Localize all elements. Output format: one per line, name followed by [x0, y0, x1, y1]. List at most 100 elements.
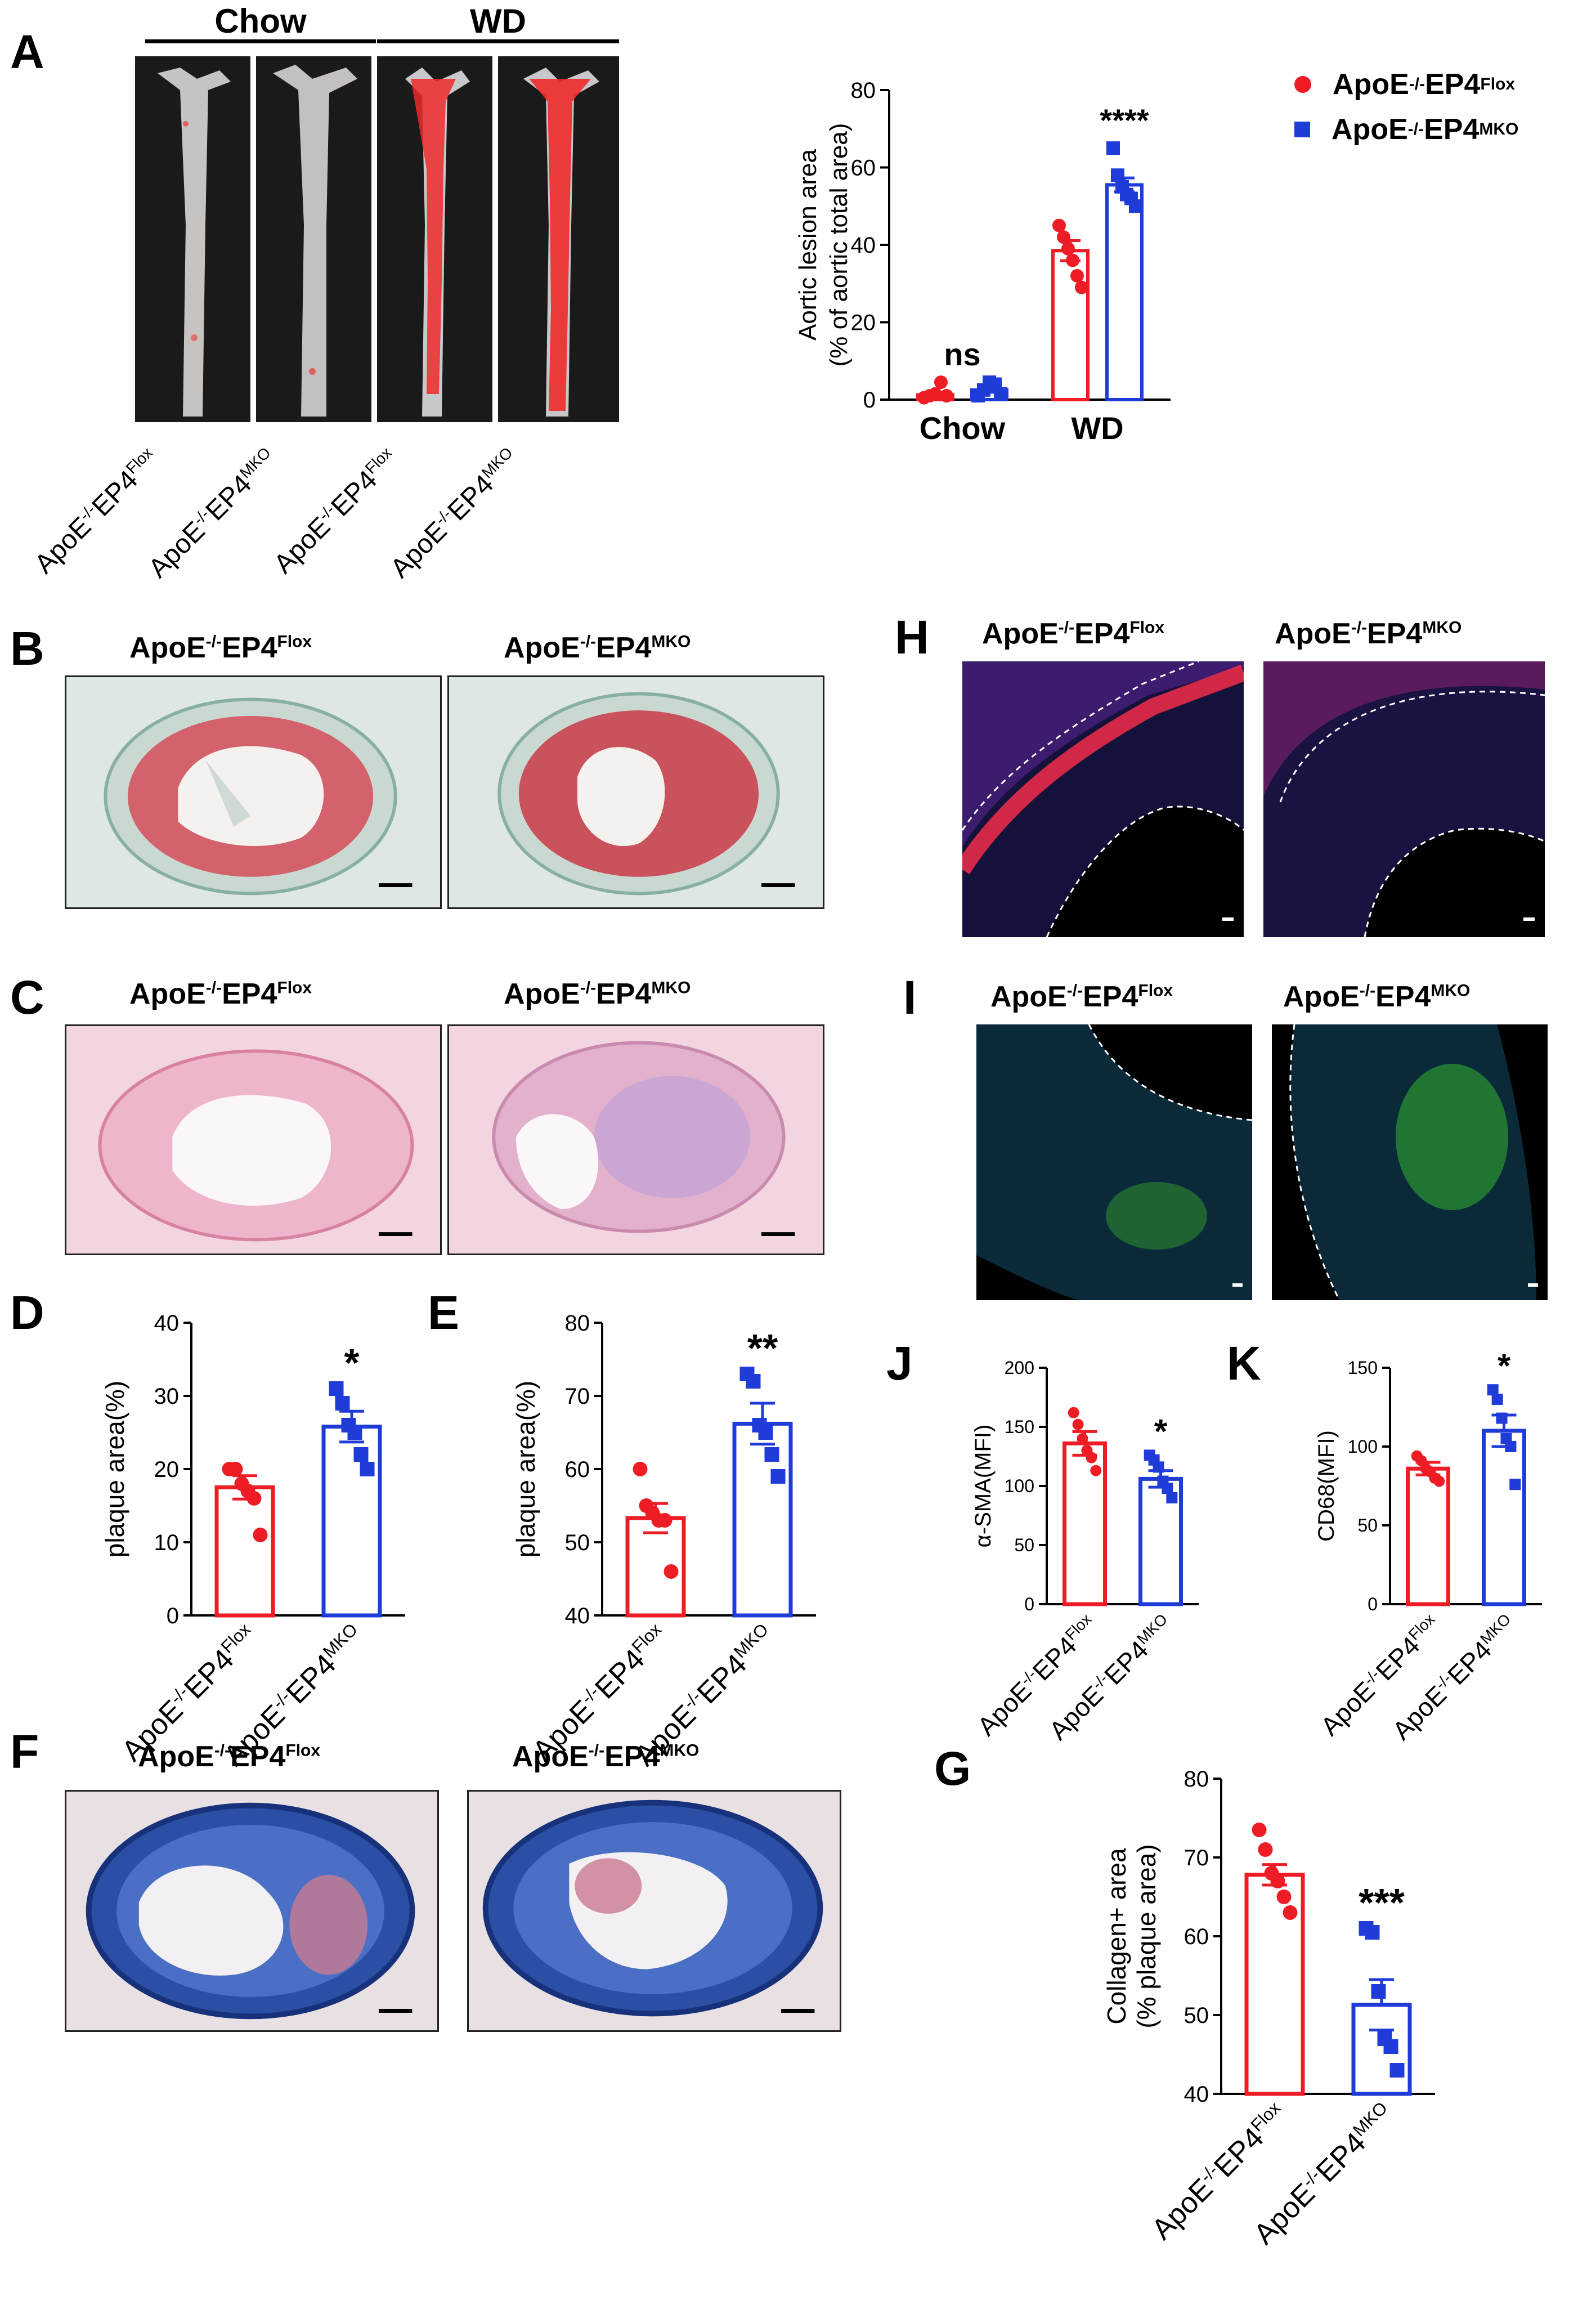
- significance-label: *: [1498, 1347, 1511, 1385]
- data-point: [1075, 280, 1088, 294]
- chart-plaque-area-e: 40 50 60 70 80 plaque area(%) ApoE-/-EP4Flox **…: [501, 1306, 850, 1886]
- panel-label-k: K: [1227, 1337, 1261, 1390]
- data-point: [335, 1396, 350, 1411]
- bar-group: [916, 375, 954, 405]
- panel-label-h: H: [895, 611, 929, 664]
- data-point: [1283, 1905, 1298, 1920]
- y-axis-label: CD68(MFI): [1314, 1430, 1339, 1542]
- data-point: [1070, 269, 1084, 283]
- significance-label: ***: [1359, 1881, 1405, 1924]
- y-tick-label: 50: [1184, 2003, 1209, 2028]
- panel-label-g: G: [934, 1742, 971, 1795]
- data-point: [1496, 1412, 1508, 1424]
- y-tick-label: 10: [154, 1530, 180, 1555]
- chart-collagen: 40 50 60 70 80 Collagen+ area (% plaque area) A…: [1102, 1762, 1469, 2319]
- header-wd: WD: [470, 2, 526, 40]
- bar: [1105, 183, 1144, 401]
- bar: [321, 1425, 382, 1618]
- data-point: [1153, 1461, 1164, 1473]
- bar: [1482, 1429, 1526, 1606]
- y-tick-label: 60: [565, 1457, 590, 1482]
- data-point: [1072, 1418, 1084, 1430]
- bar-group-0: [1406, 1450, 1450, 1606]
- legend-a: ApoE -/- EP4 Flox ApoE -/- EP4 MKO: [1294, 62, 1518, 152]
- data-point: [1509, 1479, 1521, 1490]
- y-tick-label: 50: [1014, 1535, 1034, 1555]
- title-i-flox: ApoE-/-EP4Flox: [990, 981, 1173, 1013]
- micrograph-b-mko: [447, 675, 824, 909]
- data-point: [1258, 1842, 1273, 1857]
- x-category-label: WD: [1071, 410, 1123, 446]
- photo-label-4: ApoE-/-EP4MKO: [384, 444, 516, 584]
- data-point: [929, 387, 942, 401]
- photo-label-2: ApoE-/-EP4MKO: [142, 444, 274, 584]
- data-point: [1383, 2039, 1398, 2054]
- bar-group-0: [1244, 1823, 1305, 2096]
- micrograph-f-mko: [467, 1790, 841, 2032]
- title-i-mko: ApoE-/-EP4MKO: [1283, 981, 1471, 1013]
- micrograph-h-flox: [962, 661, 1244, 937]
- data-point: [1057, 230, 1070, 244]
- legend-square-icon: [1294, 122, 1310, 137]
- y-axis-label: plaque area(%): [511, 1381, 540, 1558]
- bar-group-0: [1062, 1407, 1107, 1606]
- panel-label-j: J: [886, 1337, 913, 1390]
- bar: [1351, 2003, 1412, 2096]
- data-point: [1166, 1492, 1178, 1503]
- bar: [214, 1485, 275, 1618]
- y-tick-label: 0: [1368, 1594, 1378, 1614]
- bar-group: [970, 375, 1008, 403]
- bar-group: [1051, 218, 1090, 401]
- data-point: [1086, 1452, 1097, 1463]
- chart-cd68: 0 50 100 150 CD68(MFI) ApoE-/-EP4Flox * ApoE-/-…: [1311, 1347, 1576, 1841]
- data-point: [246, 1491, 262, 1506]
- data-point: [329, 1381, 344, 1396]
- panel-label-b: B: [10, 622, 44, 675]
- bar-group-0: [625, 1462, 686, 1618]
- y-tick-label: 80: [1184, 1767, 1209, 1792]
- y-tick-label: 50: [1357, 1515, 1378, 1535]
- bar: [732, 1421, 793, 1618]
- title-c-flox: ApoE-/-EP4Flox: [129, 978, 312, 1010]
- y-axis-label: α-SMA(MFI): [971, 1425, 996, 1548]
- micrograph-h-mko: [1263, 661, 1545, 937]
- y-tick-label: 40: [154, 1311, 180, 1336]
- y-tick-label: 100: [1348, 1436, 1378, 1457]
- data-point: [770, 1469, 786, 1484]
- data-point: [1487, 1384, 1499, 1396]
- y-tick-label: 20: [154, 1457, 180, 1482]
- data-point: [1505, 1441, 1517, 1452]
- micrograph-f-flox: [65, 1790, 439, 2032]
- data-point: [1491, 1394, 1503, 1405]
- title-b-mko: ApoE-/-EP4MKO: [504, 632, 691, 664]
- data-point: [1389, 2063, 1405, 2078]
- chow-bracket-line: [145, 39, 376, 43]
- data-point: [1106, 141, 1120, 155]
- chart-plaque-area-d: 0 10 20 30 40 plaque area(%) ApoE-/-EP4Flox * Ap…: [90, 1306, 439, 1886]
- chart-svg-J: 050100150200α-SMA(MFI)ApoE-/-EP4Flox*Apo…: [971, 1358, 1199, 1745]
- data-point: [1052, 218, 1066, 232]
- micrograph-i-flox: [976, 1024, 1252, 1300]
- data-point: [1276, 1890, 1292, 1904]
- title-f-mko: ApoE-/-EP4MKO: [512, 1740, 700, 1773]
- data-point: [228, 1462, 243, 1476]
- data-point: [758, 1425, 773, 1440]
- micrograph-c-flox: [65, 1024, 442, 1255]
- chart-svg-K: 050100150CD68(MFI)ApoE-/-EP4Flox*ApoE-/-…: [1314, 1347, 1542, 1745]
- y-tick-label: 200: [1005, 1358, 1034, 1378]
- aorta-photo-chow-mko: [256, 56, 371, 422]
- bar-group-1: [1482, 1384, 1526, 1606]
- data-point: [657, 1513, 673, 1528]
- y-tick-label: 80: [851, 78, 876, 103]
- legend-item-flox: ApoE -/- EP4 Flox: [1294, 62, 1518, 107]
- y-tick-label: 40: [1184, 2082, 1209, 2107]
- significance-label: ns: [944, 337, 980, 372]
- panel-label-a: A: [10, 25, 44, 78]
- y-tick-label: 20: [851, 311, 876, 335]
- title-f-flox: ApoE-/-EP4Flox: [138, 1740, 321, 1773]
- y-tick-label: 70: [565, 1384, 590, 1409]
- y-axis-label: Aortic lesion area: [794, 149, 822, 341]
- data-point: [1111, 168, 1124, 182]
- data-point: [663, 1564, 679, 1579]
- data-point: [1252, 1823, 1267, 1837]
